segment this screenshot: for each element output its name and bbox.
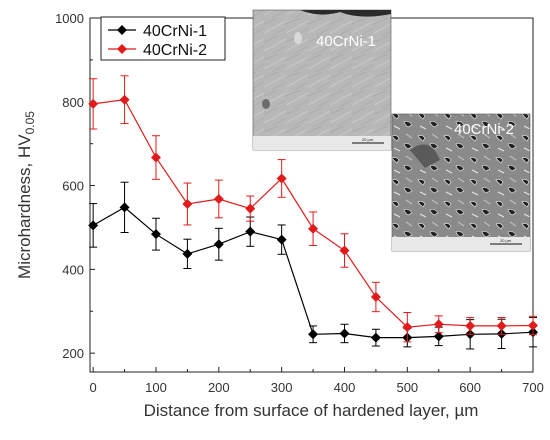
data-point (150, 152, 161, 163)
x-tick-label: 0 (90, 380, 97, 395)
data-point (339, 328, 350, 339)
x-tick-label: 100 (145, 380, 167, 395)
inset-2-image (391, 113, 531, 252)
data-point (276, 173, 287, 184)
x-tick-label: 500 (396, 380, 418, 395)
legend: 40CrNi-1 40CrNi-2 (100, 16, 226, 61)
data-point (465, 320, 476, 331)
inset-1-image (252, 9, 392, 151)
data-point (496, 320, 507, 331)
inset-micrograph-2: 20 µm 40CrNi-2 (391, 113, 531, 252)
inset-micrograph-1: 20 µm 40CrNi-1 (252, 9, 392, 151)
data-point (182, 199, 193, 210)
y-tick-label: 200 (62, 346, 84, 361)
data-point (88, 220, 99, 231)
data-point (119, 202, 130, 213)
inset-1-label: 40CrNi-1 (316, 33, 376, 50)
data-point (339, 245, 350, 256)
series-layer (88, 75, 538, 350)
data-point (213, 193, 224, 204)
data-point (528, 320, 538, 331)
inset-1-particle (262, 99, 270, 109)
inset-2-grain (410, 144, 440, 168)
x-axis: 0 100 200 300 400 500 600 700 (90, 367, 544, 395)
legend-label: 40CrNi-2 (143, 42, 207, 59)
inset-1-scale-text: 20 µm (362, 137, 374, 142)
inset-2-scale-text: 20 µm (500, 238, 512, 243)
series-2 (88, 75, 538, 343)
data-point (276, 234, 287, 245)
y-tick-label: 400 (62, 262, 84, 277)
y-tick-label: 800 (62, 95, 84, 110)
inset-2-label: 40CrNi-2 (454, 121, 514, 138)
data-point (370, 292, 381, 303)
legend-label: 40CrNi-1 (143, 23, 207, 40)
inset-2-databar (392, 237, 530, 251)
data-point (245, 226, 256, 237)
data-point (245, 203, 256, 214)
data-point (370, 332, 381, 343)
y-axis-title-subscript: 0.05 (23, 111, 37, 135)
x-tick-label: 200 (208, 380, 230, 395)
data-point (308, 329, 319, 340)
data-point (213, 239, 224, 250)
legend-marker (117, 25, 127, 35)
data-point (88, 98, 99, 109)
inset-1-particle (294, 32, 302, 44)
inset-1-databar (253, 136, 391, 150)
y-tick-label: 1000 (55, 11, 84, 26)
y-tick-label: 600 (62, 179, 84, 194)
data-point (433, 319, 444, 330)
data-point (308, 223, 319, 234)
data-point (119, 94, 130, 105)
y-axis: 200 400 600 800 1000 (55, 11, 95, 361)
legend-marker (117, 44, 127, 54)
data-point (150, 229, 161, 240)
x-axis-title: Distance from surface of hardened layer,… (144, 401, 479, 420)
x-tick-label: 300 (271, 380, 293, 395)
data-point (182, 248, 193, 259)
inset-1-dark-edge (300, 10, 391, 17)
x-tick-label: 700 (522, 380, 544, 395)
y-axis-title: Microhardness, HV0.05 (15, 111, 37, 279)
data-point (402, 322, 413, 333)
x-tick-label: 600 (459, 380, 481, 395)
data-point (433, 331, 444, 342)
y-axis-title-main: Microhardness, HV (15, 134, 34, 279)
x-tick-label: 400 (334, 380, 356, 395)
